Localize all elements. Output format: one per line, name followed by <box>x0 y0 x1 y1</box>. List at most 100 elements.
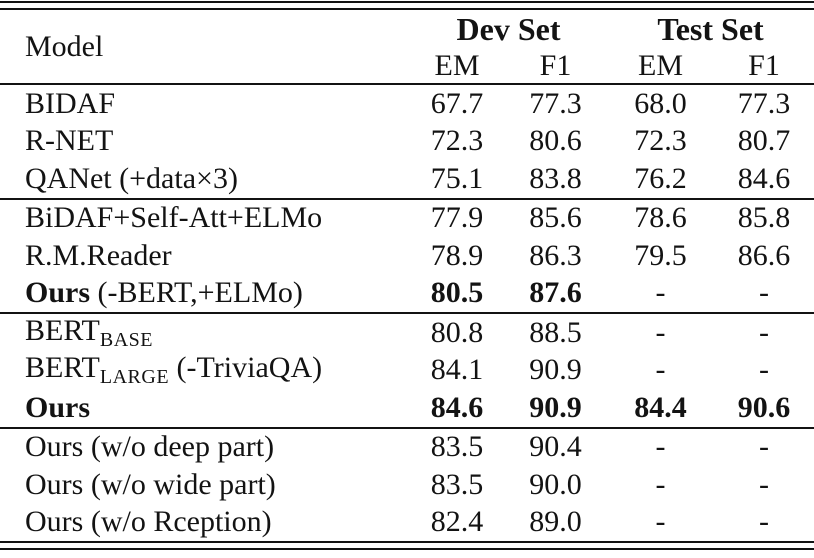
dev-em-cell: 83.5 <box>430 467 484 501</box>
model-name: Ours (w/o wide part) <box>25 467 276 501</box>
test-em-cell: - <box>655 353 666 387</box>
dev-em-cell: 82.4 <box>430 505 484 539</box>
table-row: R-NET 72.3 80.6 72.3 80.7 <box>0 123 814 161</box>
test-f1-header: F1 <box>748 49 780 82</box>
test-em-cell: - <box>655 276 666 310</box>
model-cell: BiDAF+Self-Att+ELMo <box>0 201 410 235</box>
dev-f1-cell: 86.3 <box>529 238 582 272</box>
dev-f1-cell: 89.0 <box>529 505 582 539</box>
test-f1-cell: 90.6 <box>737 390 791 424</box>
test-em-cell: 76.2 <box>634 161 687 195</box>
dev-em-cell: 75.1 <box>430 161 484 195</box>
model-cell: Ours (w/o wide part) <box>0 468 410 502</box>
model-cell: QANet (+data×3) <box>0 162 410 196</box>
table-row: R.M.Reader 78.9 86.3 79.5 86.6 <box>0 237 814 275</box>
model-cell: Ours (w/o deep part) <box>0 430 410 464</box>
bert-section: BERTBASE 80.8 88.5 - - BERTLARGE (-Trivi… <box>0 312 814 427</box>
model-cell: BERTLARGE (-TriviaQA) <box>0 351 410 389</box>
model-name: QANet (+data×3) <box>25 161 238 195</box>
model-name: Ours (w/o Rception) <box>25 505 272 539</box>
model-name: R-NET <box>25 124 114 158</box>
table-row: Ours 84.6 90.9 84.4 90.6 <box>0 389 814 427</box>
elmo-section: BiDAF+Self-Att+ELMo 77.9 85.6 78.6 85.8 … <box>0 197 814 313</box>
test-em-cell: - <box>655 315 666 349</box>
table-row: BiDAF+Self-Att+ELMo 77.9 85.6 78.6 85.8 <box>0 200 814 238</box>
dev-f1-header: F1 <box>539 49 572 82</box>
dev-em-cell: 80.5 <box>430 276 484 310</box>
model-subscript: LARGE <box>99 366 170 389</box>
dev-em-cell: 84.6 <box>430 390 484 424</box>
table-row: Ours (w/o wide part) 83.5 90.0 - - <box>0 466 814 504</box>
table-row: QANet (+data×3) 75.1 83.8 76.2 84.6 <box>0 160 814 198</box>
model-suffix: (-BERT,+ELMo) <box>90 276 303 310</box>
model-cell: R.M.Reader <box>0 239 410 273</box>
model-name: BERT <box>25 313 100 347</box>
model-column-header: Model <box>25 29 104 63</box>
dev-f1-cell: 80.6 <box>529 124 582 158</box>
model-name: Ours <box>25 390 91 424</box>
model-name: BIDAF <box>25 86 116 120</box>
dev-em-cell: 72.3 <box>430 124 484 158</box>
table-row: BERTBASE 80.8 88.5 - - <box>0 314 814 352</box>
test-f1-cell: - <box>759 505 769 539</box>
test-f1-cell: - <box>759 430 769 464</box>
dev-f1-cell: 77.3 <box>529 86 582 120</box>
dev-em-header: EM <box>434 49 480 82</box>
test-em-cell: - <box>655 467 666 501</box>
test-em-cell: 84.4 <box>634 390 687 424</box>
model-name: BERT <box>25 351 100 385</box>
test-set-header: Test Set <box>657 11 764 47</box>
set-group-headers: Dev Set Test Set <box>410 10 814 49</box>
test-em-header: EM <box>638 49 683 82</box>
dev-em-cell: 78.9 <box>430 238 484 272</box>
dev-f1-cell: 88.5 <box>529 315 582 349</box>
table-row: Ours (w/o Rception) 82.4 89.0 - - <box>0 504 814 542</box>
test-em-cell: 79.5 <box>634 238 687 272</box>
dev-f1-cell: 87.6 <box>529 276 582 310</box>
dev-f1-cell: 90.0 <box>529 467 582 501</box>
test-f1-cell: 86.6 <box>737 238 791 272</box>
model-subscript: BASE <box>99 328 153 351</box>
dev-f1-cell: 90.9 <box>529 353 582 387</box>
model-name: Ours <box>25 276 91 310</box>
dev-em-cell: 80.8 <box>430 315 484 349</box>
test-em-cell: 68.0 <box>634 86 687 120</box>
dev-em-cell: 83.5 <box>430 430 484 464</box>
dev-f1-cell: 90.9 <box>529 390 582 424</box>
model-name: BiDAF+Self-Att+ELMo <box>25 201 323 235</box>
test-f1-cell: 84.6 <box>737 161 791 195</box>
dev-em-cell: 84.1 <box>430 353 484 387</box>
model-cell: Ours (-BERT,+ELMo) <box>0 276 410 310</box>
bottom-double-rule <box>0 541 814 550</box>
table-header: Model Dev Set Test Set EM F1 EM F1 <box>0 10 814 83</box>
test-f1-cell: 85.8 <box>737 201 791 235</box>
dev-set-header: Dev Set <box>456 11 561 47</box>
model-cell: BIDAF <box>0 87 410 121</box>
model-name: R.M.Reader <box>25 238 172 272</box>
test-f1-cell: - <box>759 467 769 501</box>
dev-em-cell: 67.7 <box>430 86 484 120</box>
test-f1-cell: - <box>759 353 769 387</box>
table-row: BIDAF 67.7 77.3 68.0 77.3 <box>0 85 814 123</box>
table-row: BERTLARGE (-TriviaQA) 84.1 90.9 - - <box>0 351 814 390</box>
model-cell: BERTBASE <box>0 314 410 352</box>
metric-headers: EM F1 EM F1 <box>410 49 814 83</box>
model-suffix: (-TriviaQA) <box>169 351 323 385</box>
table-row: Ours (-BERT,+ELMo) 80.5 87.6 - - <box>0 275 814 313</box>
dev-em-cell: 77.9 <box>430 201 484 235</box>
dev-f1-cell: 83.8 <box>529 161 582 195</box>
ablation-section: Ours (w/o deep part) 83.5 90.4 - - Ours … <box>0 426 814 542</box>
top-double-rule <box>0 1 814 10</box>
test-f1-cell: 80.7 <box>737 124 791 158</box>
model-cell: R-NET <box>0 124 410 158</box>
dev-f1-cell: 85.6 <box>529 201 582 235</box>
metrics-header-block: Dev Set Test Set EM F1 EM F1 <box>410 10 814 83</box>
test-em-cell: 72.3 <box>634 124 687 158</box>
model-name: Ours (w/o deep part) <box>25 430 275 464</box>
test-em-cell: - <box>655 430 666 464</box>
table-row: Ours (w/o deep part) 83.5 90.4 - - <box>0 429 814 467</box>
baseline-section: BIDAF 67.7 77.3 68.0 77.3 R-NET 72.3 80.… <box>0 83 814 198</box>
dev-f1-cell: 90.4 <box>529 430 582 464</box>
test-f1-cell: 77.3 <box>737 86 791 120</box>
